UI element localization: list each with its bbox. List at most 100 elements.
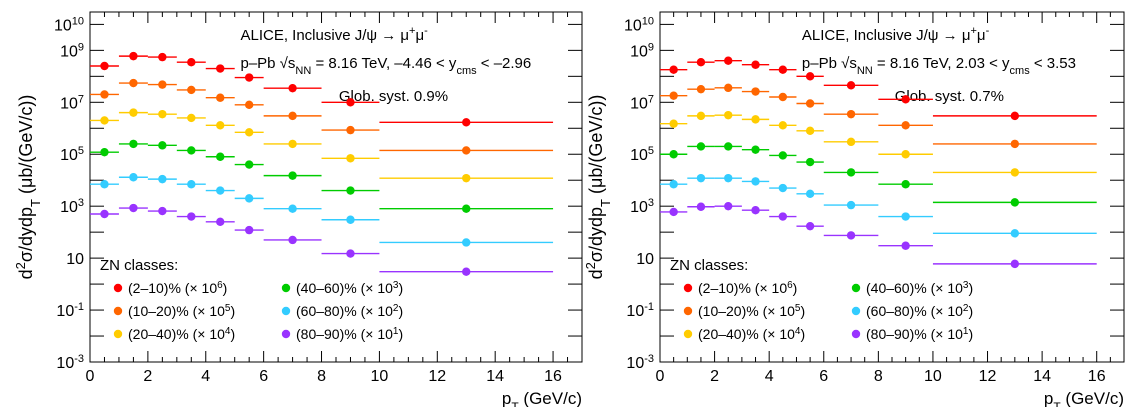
data-point xyxy=(669,207,678,217)
data-point xyxy=(244,128,254,137)
data-point xyxy=(778,183,788,193)
data-point xyxy=(901,241,910,250)
annotation-text: ALICE, Inclusive J/ψ → μ+μ- xyxy=(240,25,428,44)
data-point xyxy=(100,180,109,189)
x-tick-label: 2 xyxy=(143,368,152,385)
data-point xyxy=(288,111,297,121)
data-point xyxy=(158,52,167,62)
series-3 xyxy=(90,139,554,213)
data-point xyxy=(158,80,167,89)
series-2 xyxy=(90,108,554,183)
legend-label: (60–80)% (× 102) xyxy=(866,303,973,320)
series-4 xyxy=(90,173,554,247)
legend-label: (20–40)% (× 104) xyxy=(698,326,805,343)
data-point xyxy=(805,221,815,231)
series-0 xyxy=(660,56,1097,121)
x-tick-label: 10 xyxy=(371,368,389,385)
data-point xyxy=(288,83,297,93)
data-point xyxy=(129,108,138,117)
data-point xyxy=(129,51,138,61)
data-point xyxy=(100,116,109,125)
data-point xyxy=(846,137,856,147)
data-point xyxy=(724,83,733,93)
data-point xyxy=(158,206,167,216)
x-tick-label: 12 xyxy=(428,368,446,385)
data-point xyxy=(1010,229,1020,238)
data-point xyxy=(462,146,471,155)
legend-label: (80–90)% (× 101) xyxy=(296,326,403,343)
data-point xyxy=(846,109,856,119)
data-point xyxy=(462,204,471,213)
data-point xyxy=(901,212,910,221)
legend-marker xyxy=(281,283,291,293)
x-tick-label: 4 xyxy=(765,368,774,385)
y-axis-title: d2σ/dydpT (μb/(GeV/c)) xyxy=(583,95,613,280)
legend-title: ZN classes: xyxy=(100,257,178,274)
legend-title: ZN classes: xyxy=(670,257,748,274)
data-point xyxy=(696,202,706,211)
x-tick-label: 12 xyxy=(979,368,997,385)
data-point xyxy=(805,99,815,108)
y-tick-label: 105 xyxy=(630,145,654,164)
data-point xyxy=(462,173,471,183)
data-point xyxy=(187,146,196,155)
data-point xyxy=(1010,111,1020,121)
data-point xyxy=(1010,198,1020,207)
data-point xyxy=(805,72,815,81)
data-point xyxy=(244,194,254,203)
data-point xyxy=(346,249,355,258)
data-point xyxy=(669,119,678,128)
legend-label: (2–10)% (× 106) xyxy=(128,280,227,297)
x-tick-label: 6 xyxy=(259,368,268,385)
series-5 xyxy=(90,203,554,276)
data-point xyxy=(129,78,138,88)
x-tick-label: 6 xyxy=(819,368,828,385)
annotation-text: p–Pb √sNN = 8.16 TeV, –4.46 < ycms < –2.… xyxy=(240,55,531,77)
y-axis-title: d2σ/dydpT (μb/(GeV/c)) xyxy=(13,95,43,280)
data-point xyxy=(805,189,815,198)
data-point xyxy=(244,160,254,169)
y-tick-label: 10-1 xyxy=(56,301,84,320)
x-tick-label: 8 xyxy=(317,368,326,385)
x-axis-title: pT (GeV/c) xyxy=(502,389,582,407)
y-tick-label: 10-3 xyxy=(56,353,84,372)
x-tick-label: 10 xyxy=(924,368,942,385)
legend-label: (40–60)% (× 103) xyxy=(296,280,403,297)
panel-left: 0 2 4 6 8 10 12 14 16 10-3 10-1 10 103 105 107 109 1010 p… xyxy=(13,11,583,407)
data-point xyxy=(244,73,254,82)
y-tick-label: 10 xyxy=(66,251,84,268)
data-point xyxy=(751,115,760,124)
data-point xyxy=(669,65,678,74)
data-point xyxy=(244,225,254,235)
data-point xyxy=(696,142,706,151)
legend-marker xyxy=(281,306,291,316)
data-point xyxy=(696,58,706,67)
x-tick-label: 0 xyxy=(86,368,95,385)
data-point xyxy=(724,142,733,151)
data-point xyxy=(158,174,167,184)
legend-label: (80–90)% (× 101) xyxy=(866,326,973,343)
data-point xyxy=(846,81,856,90)
data-point xyxy=(187,113,196,123)
panel-right: 0 2 4 6 8 10 12 14 16 10-3 10-1 10 103 105 107 109 1010 p… xyxy=(583,11,1125,407)
legend-marker xyxy=(851,329,861,339)
legend-marker xyxy=(851,283,861,293)
legend-marker xyxy=(683,306,693,316)
data-point xyxy=(1010,259,1020,269)
data-point xyxy=(778,151,788,160)
legend-label: (2–10)% (× 106) xyxy=(698,280,797,297)
x-tick-label: 2 xyxy=(710,368,719,385)
data-point xyxy=(216,93,225,102)
data-point xyxy=(901,121,910,130)
data-point xyxy=(462,238,471,247)
data-point xyxy=(696,111,706,121)
data-point xyxy=(724,110,733,120)
annotation-text: Glob. syst. 0.7% xyxy=(895,88,1004,105)
x-tick-label: 8 xyxy=(874,368,883,385)
data-point xyxy=(846,231,856,240)
data-point xyxy=(1010,139,1020,149)
x-tick-label: 16 xyxy=(1088,368,1106,385)
y-tick-label: 10-1 xyxy=(626,301,654,320)
